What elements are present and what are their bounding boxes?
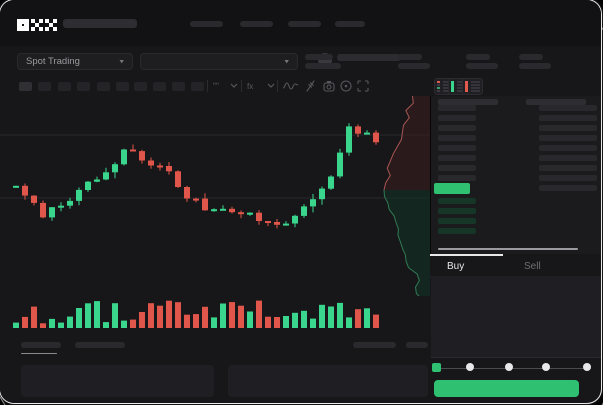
svg-text:fx: fx xyxy=(247,82,253,91)
svg-text:““: ““ xyxy=(213,81,219,91)
